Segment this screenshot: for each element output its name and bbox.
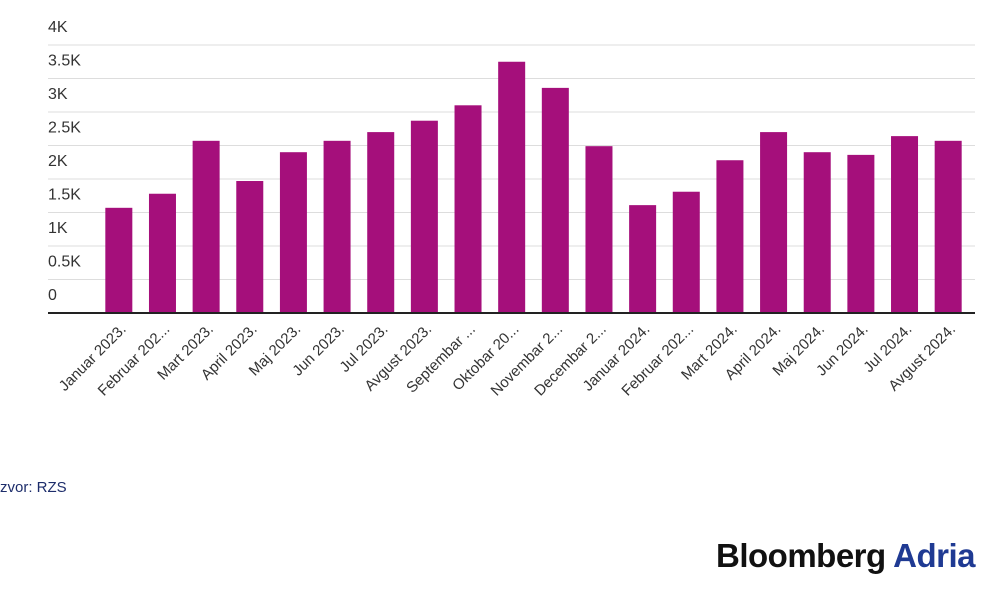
bar [105,207,133,313]
brand: Bloomberg Adria [716,537,976,574]
bar [323,140,351,313]
y-tick-label: 3.5K [48,53,81,70]
bar [498,61,526,313]
y-tick-label: 0.5K [48,254,81,271]
y-tick-label: 2K [48,153,68,170]
bar [803,152,831,313]
brand-name: Bloomberg [716,537,886,574]
brand-suffix: Adria [893,537,976,574]
y-tick-label: 2.5K [48,120,81,137]
bar [716,160,744,313]
bar [760,132,788,313]
y-tick-label: 1.5K [48,187,81,204]
bar [541,87,569,313]
bar [672,191,700,313]
bar [367,132,395,313]
y-tick-label: 3K [48,86,68,103]
bar [585,146,613,313]
source: zvor: RZS [0,479,67,496]
bar [192,140,220,313]
bar [629,205,657,313]
bar [148,193,176,313]
bar [454,105,482,313]
bar [279,152,307,313]
bar [847,154,875,313]
y-tick-label: 1K [48,220,68,237]
bar [410,120,438,314]
y-tick-label: 4K [48,19,68,36]
bar [891,136,919,313]
bar [236,181,264,313]
bar [934,140,962,313]
y-tick-label: 0 [48,287,57,304]
